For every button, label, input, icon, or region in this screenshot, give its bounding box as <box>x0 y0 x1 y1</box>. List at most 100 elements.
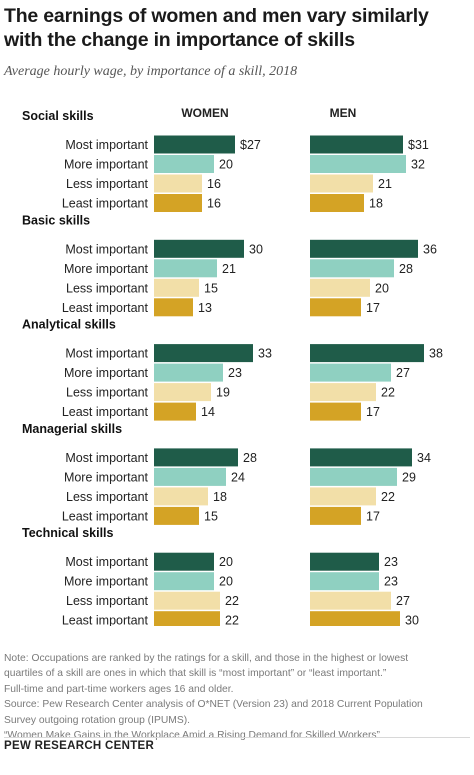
value-label-men: 22 <box>381 490 395 504</box>
value-label-men: 17 <box>366 301 380 315</box>
bar-men <box>310 402 361 421</box>
level-label: Least important <box>62 614 149 626</box>
value-label-women: 20 <box>219 555 233 569</box>
bar-women <box>154 506 199 525</box>
value-label-women: 15 <box>204 509 218 523</box>
group-label: Social skills <box>22 109 94 123</box>
bar-women <box>154 174 202 193</box>
bar-women <box>154 344 253 363</box>
panel-header-women: WOMEN <box>181 106 228 120</box>
value-label-men: 27 <box>396 366 410 380</box>
value-label-women: 18 <box>213 490 227 504</box>
bar-women <box>154 363 223 382</box>
bar-men <box>310 259 394 278</box>
notes-block: Note: Occupations are ranked by the rati… <box>4 651 470 743</box>
group-label: Managerial skills <box>22 422 122 436</box>
brand-logo-text: PEW RESEARCH CENTER <box>4 740 155 752</box>
bar-men <box>310 572 379 591</box>
bar-women <box>154 194 202 212</box>
bar-women <box>154 155 214 173</box>
bar-men <box>310 239 418 258</box>
bar-men <box>310 135 403 154</box>
bar-men <box>310 487 376 506</box>
value-label-men: 30 <box>405 614 419 626</box>
chart-area: WOMEN MEN Social skills Most important $27 $3… <box>22 106 443 626</box>
value-label-women: 30 <box>249 242 263 256</box>
bar-men <box>310 506 361 525</box>
level-label: Less important <box>66 490 149 504</box>
level-label: Least important <box>62 405 149 419</box>
note-line: Note: Occupations are ranked by the rati… <box>4 653 409 664</box>
bar-men <box>310 448 412 467</box>
level-label: More important <box>64 366 149 380</box>
value-label-women: 13 <box>198 301 212 315</box>
value-label-women: 23 <box>228 366 242 380</box>
level-label: Less important <box>66 386 149 400</box>
value-label-men: 29 <box>402 470 416 484</box>
level-label: More important <box>64 575 149 589</box>
bar-men <box>310 344 424 363</box>
value-label-men: 34 <box>417 451 431 465</box>
bar-women <box>154 572 214 591</box>
note-line: Full-time and part-time workers ages 16 … <box>4 683 234 695</box>
bar-women <box>154 611 220 626</box>
value-label-women: $27 <box>240 138 261 152</box>
bar-men <box>310 298 361 317</box>
value-label-men: $31 <box>408 138 429 152</box>
bar-men <box>310 383 376 402</box>
value-label-women: 14 <box>201 405 215 419</box>
value-label-women: 22 <box>225 594 239 608</box>
bar-women <box>154 552 214 571</box>
value-label-men: 22 <box>381 386 395 400</box>
bar-men <box>310 278 370 297</box>
level-label: Most important <box>65 555 148 569</box>
bar-women <box>154 448 238 467</box>
bar-men <box>310 591 391 610</box>
level-label: Less important <box>66 177 149 191</box>
value-label-men: 21 <box>378 177 392 191</box>
level-label: Most important <box>65 242 148 256</box>
value-label-women: 16 <box>207 197 221 211</box>
value-label-men: 18 <box>369 197 383 211</box>
chart-title: The earnings of women and men vary simil… <box>4 5 429 51</box>
level-label: Least important <box>62 301 149 315</box>
bar-men <box>310 155 406 173</box>
value-label-women: 28 <box>243 451 257 465</box>
value-label-men: 17 <box>366 405 380 419</box>
bar-women <box>154 487 208 506</box>
bar-women <box>154 298 193 317</box>
level-label: Most important <box>65 138 148 152</box>
value-label-women: 24 <box>231 470 245 484</box>
bar-women <box>154 135 235 154</box>
bar-men <box>310 467 397 486</box>
value-label-women: 20 <box>219 158 233 172</box>
level-label: Least important <box>62 509 149 523</box>
value-label-men: 32 <box>411 158 425 172</box>
level-label: Less important <box>66 594 149 608</box>
level-label: Most important <box>65 347 148 361</box>
bar-men <box>310 611 400 626</box>
bar-men <box>310 363 391 382</box>
panel-header-men: MEN <box>330 106 357 120</box>
level-label: Least important <box>62 197 149 211</box>
value-label-men: 23 <box>384 555 398 569</box>
group-label: Analytical skills <box>22 318 116 332</box>
level-label: More important <box>64 158 149 172</box>
level-label: Most important <box>65 451 148 465</box>
bar-men <box>310 552 379 571</box>
bar-men <box>310 174 373 193</box>
divider <box>4 737 470 738</box>
chart-subtitle: Average hourly wage, by importance of a … <box>4 64 298 79</box>
bar-women <box>154 278 199 297</box>
bar-women <box>154 259 217 278</box>
value-label-men: 38 <box>429 347 443 361</box>
value-label-women: 15 <box>204 281 218 295</box>
value-label-men: 28 <box>399 262 413 276</box>
bar-women <box>154 402 196 421</box>
report-title-line: “Women Make Gains in the Workplace Amid … <box>4 730 380 742</box>
value-label-men: 36 <box>423 242 437 256</box>
note-line: quartiles of a skill are ones in which t… <box>4 668 387 680</box>
value-label-women: 20 <box>219 575 233 589</box>
value-label-women: 21 <box>222 262 236 276</box>
value-label-men: 23 <box>384 575 398 589</box>
